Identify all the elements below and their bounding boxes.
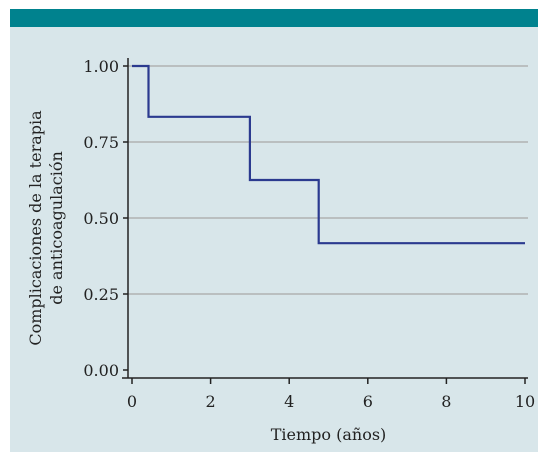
y-axis-title-line-2: de anticoagulación [47,151,66,305]
gridlines [128,65,528,295]
series-group [132,64,525,245]
y-tick-label-3: 0.75 [83,133,119,152]
ticks: 0.00 0.25 0.50 0.75 1.00 0 2 4 6 8 10 [83,57,535,411]
series-line-0 [132,64,525,245]
x-tick-label-3: 6 [363,392,373,411]
y-tick-label-0: 0.00 [83,361,119,380]
y-tick-label-4: 1.00 [83,57,119,76]
x-tick-label-1: 2 [206,392,216,411]
x-tick-label-5: 10 [515,392,535,411]
x-tick-label-2: 4 [284,392,294,411]
y-tick-label-2: 0.50 [83,209,119,228]
chart-panel [10,27,538,452]
x-tick-label-4: 8 [441,392,451,411]
y-tick-label-1: 0.25 [83,285,119,304]
x-tick-label-0: 0 [127,392,137,411]
x-axis-title: Tiempo (años) [271,425,387,444]
header-bar [10,9,538,27]
y-axis-title-line-1: Complicaciones de la terapia [26,110,45,346]
